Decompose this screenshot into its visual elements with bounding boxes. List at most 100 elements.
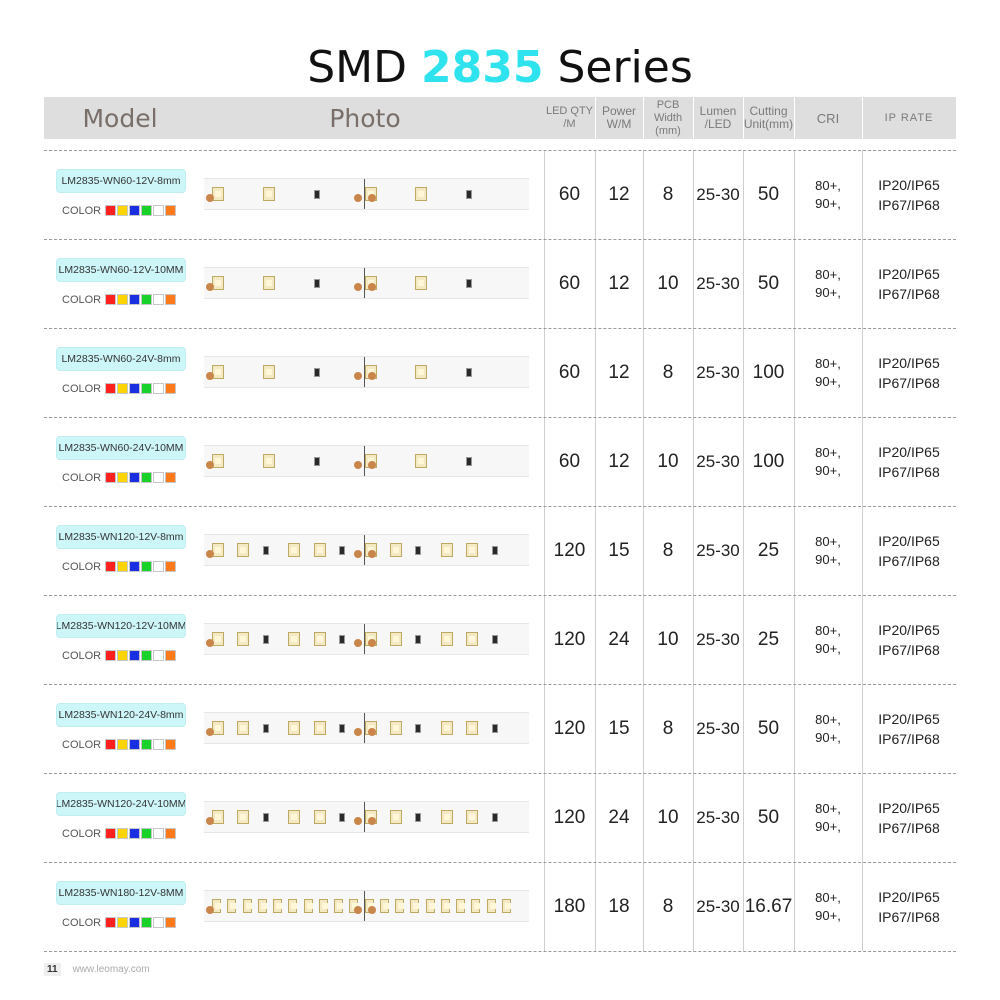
pcb-width-value: 10 bbox=[657, 628, 679, 650]
led-qty-value: 60 bbox=[558, 450, 581, 472]
strip-led bbox=[487, 899, 496, 913]
strip-led bbox=[415, 276, 427, 290]
color-swatch bbox=[165, 739, 176, 750]
strip-led bbox=[441, 810, 453, 824]
solder-pad bbox=[354, 639, 362, 647]
cutting-unit-value: 25 bbox=[757, 539, 780, 561]
strip-led bbox=[471, 899, 480, 913]
strip-led bbox=[415, 187, 427, 201]
color-swatch bbox=[129, 650, 140, 661]
lumen-value: 25-30 bbox=[696, 718, 740, 738]
row-divider bbox=[44, 417, 956, 418]
cutting-unit-value: 25 bbox=[757, 628, 780, 650]
strip-led bbox=[441, 899, 450, 913]
strip-led bbox=[288, 899, 297, 913]
power-value: 12 bbox=[608, 361, 630, 383]
strip-led bbox=[263, 276, 275, 290]
color-swatch bbox=[129, 561, 140, 572]
model-name: LM2835-WN60-24V-10MM bbox=[56, 436, 186, 460]
row-divider bbox=[44, 862, 956, 863]
strip-led bbox=[314, 543, 326, 557]
model-name: LM2835-WN120-24V-8mm bbox=[56, 703, 186, 727]
strip-led bbox=[380, 899, 389, 913]
spec-table: LM2835-WN60-12V-8mm COLOR 60 12 8 25-30 … bbox=[44, 150, 956, 952]
led-qty-value: 60 bbox=[558, 361, 581, 383]
solder-pad bbox=[368, 817, 376, 825]
color-label: COLOR bbox=[62, 650, 102, 662]
solder-pad bbox=[206, 639, 214, 647]
lumen-value: 25-30 bbox=[696, 629, 740, 649]
page-footer: 11 www.leomay.com bbox=[44, 961, 150, 977]
solder-pad bbox=[368, 194, 376, 202]
color-swatch bbox=[117, 383, 128, 394]
strip-led bbox=[415, 365, 427, 379]
solder-pad bbox=[206, 817, 214, 825]
led-qty-value: 60 bbox=[558, 272, 581, 294]
table-row: LM2835-WN120-24V-8mm COLOR 120 15 8 25-3… bbox=[44, 684, 956, 773]
cri-value: 80+, 90+, bbox=[815, 355, 841, 389]
strip-resistor bbox=[339, 724, 345, 733]
color-swatch bbox=[129, 205, 140, 216]
strip-led bbox=[415, 454, 427, 468]
strip-led bbox=[314, 721, 326, 735]
led-strip-photo bbox=[204, 178, 529, 210]
strip-resistor bbox=[466, 190, 472, 199]
strip-resistor bbox=[339, 635, 345, 644]
strip-led bbox=[304, 899, 313, 913]
solder-pad bbox=[368, 372, 376, 380]
color-swatch bbox=[117, 561, 128, 572]
solder-pad bbox=[354, 194, 362, 202]
cut-mark bbox=[364, 891, 365, 921]
lumen-value: 25-30 bbox=[696, 451, 740, 471]
strip-led bbox=[314, 632, 326, 646]
color-swatch bbox=[141, 561, 152, 572]
power-value: 12 bbox=[608, 183, 630, 205]
strip-led bbox=[426, 899, 435, 913]
strip-resistor bbox=[466, 279, 472, 288]
strip-led bbox=[288, 810, 300, 824]
model-name: LM2835-WN180-12V-8MM bbox=[56, 881, 186, 905]
color-swatch bbox=[105, 739, 116, 750]
color-swatch bbox=[141, 739, 152, 750]
strip-led bbox=[466, 810, 478, 824]
header-model: Model bbox=[82, 103, 158, 133]
color-label: COLOR bbox=[62, 739, 102, 751]
strip-led bbox=[441, 632, 453, 646]
color-swatches bbox=[105, 561, 176, 572]
row-divider bbox=[44, 150, 956, 151]
color-swatch bbox=[153, 205, 164, 216]
strip-resistor bbox=[314, 190, 320, 199]
strip-led bbox=[390, 721, 402, 735]
table-row: LM2835-WN60-24V-10MM COLOR 60 12 10 25-3… bbox=[44, 417, 956, 506]
table-row: LM2835-WN120-12V-10MM COLOR 120 24 10 25… bbox=[44, 595, 956, 684]
strip-resistor bbox=[415, 635, 421, 644]
strip-led bbox=[390, 810, 402, 824]
ip-rate-value: IP20/IP65 IP67/IP68 bbox=[878, 621, 940, 658]
ip-rate-value: IP20/IP65 IP67/IP68 bbox=[878, 799, 940, 836]
table-row: LM2835-WN60-24V-8mm COLOR 60 12 8 25-30 … bbox=[44, 328, 956, 417]
cutting-unit-value: 16.67 bbox=[744, 895, 793, 917]
row-divider bbox=[44, 951, 956, 952]
pcb-width-value: 8 bbox=[662, 361, 674, 383]
row-divider bbox=[44, 773, 956, 774]
color-swatch bbox=[165, 472, 176, 483]
title-prefix: SMD bbox=[307, 42, 407, 93]
row-divider bbox=[44, 684, 956, 685]
solder-pad bbox=[206, 906, 214, 914]
strip-led bbox=[456, 899, 465, 913]
strip-resistor bbox=[492, 724, 498, 733]
solder-pad bbox=[368, 728, 376, 736]
color-swatch bbox=[141, 383, 152, 394]
color-swatch bbox=[105, 383, 116, 394]
table-row: LM2835-WN60-12V-10MM COLOR 60 12 10 25-3… bbox=[44, 239, 956, 328]
solder-pad bbox=[206, 550, 214, 558]
model-name: LM2835-WN60-24V-8mm bbox=[56, 347, 186, 371]
website-link[interactable]: www.leomay.com bbox=[72, 963, 150, 975]
cri-value: 80+, 90+, bbox=[815, 177, 841, 211]
header-power: Power W/M bbox=[601, 104, 636, 131]
color-label: COLOR bbox=[62, 205, 102, 217]
color-swatch bbox=[141, 828, 152, 839]
pcb-width-value: 10 bbox=[657, 806, 679, 828]
cut-mark bbox=[364, 179, 365, 209]
strip-led bbox=[334, 899, 343, 913]
